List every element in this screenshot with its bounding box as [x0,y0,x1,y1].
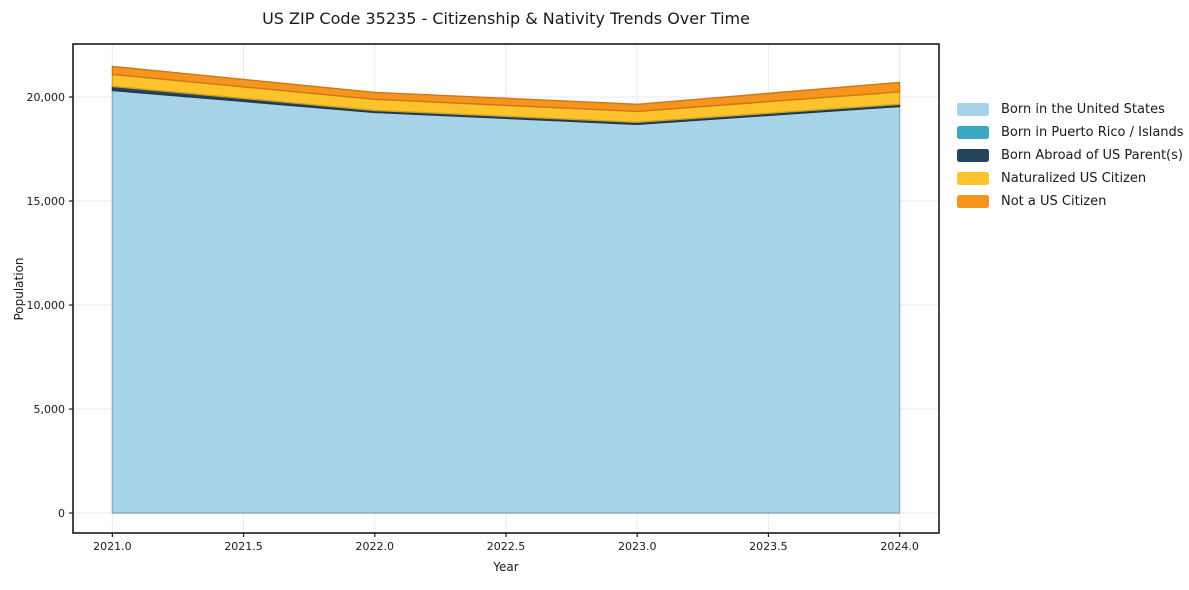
legend-label: Born in Puerto Rico / Islands [1001,125,1184,140]
x-tick-label: 2022.0 [356,540,395,553]
x-tick-label: 2024.0 [880,540,919,553]
legend-item: Not a US Citizen [957,195,1184,208]
x-axis-label: Year [493,560,519,574]
legend-item: Naturalized US Citizen [957,172,1184,185]
legend-swatch-icon [957,103,989,116]
chart-title: US ZIP Code 35235 - Citizenship & Nativi… [262,9,750,28]
y-tick-label: 0 [58,507,65,520]
legend-item: Born in the United States [957,103,1184,116]
x-tick-label: 2021.0 [93,540,132,553]
y-tick-label: 20,000 [27,91,66,104]
legend-swatch-icon [957,149,989,162]
y-tick-label: 10,000 [27,299,66,312]
x-tick-label: 2021.5 [224,540,263,553]
legend-swatch-icon [957,126,989,139]
area-series [111,65,901,113]
legend-swatch-icon [957,195,989,208]
y-axis-label: Population [12,257,26,321]
legend-label: Naturalized US Citizen [1001,171,1147,186]
x-tick-label: 2023.0 [618,540,657,553]
y-tick-label: 5,000 [34,403,66,416]
x-tick-label: 2023.5 [749,540,788,553]
x-tick-label: 2022.5 [487,540,526,553]
legend: Born in the United States Born in Puerto … [957,103,1184,208]
legend-label: Born in the United States [1001,102,1165,117]
legend-item: Born in Puerto Rico / Islands [957,126,1184,139]
legend-swatch-icon [957,172,989,185]
legend-label: Born Abroad of US Parent(s) [1001,148,1183,163]
y-tick-label: 15,000 [27,195,66,208]
legend-label: Not a US Citizen [1001,194,1107,209]
area-series [111,89,901,514]
legend-item: Born Abroad of US Parent(s) [957,149,1184,162]
